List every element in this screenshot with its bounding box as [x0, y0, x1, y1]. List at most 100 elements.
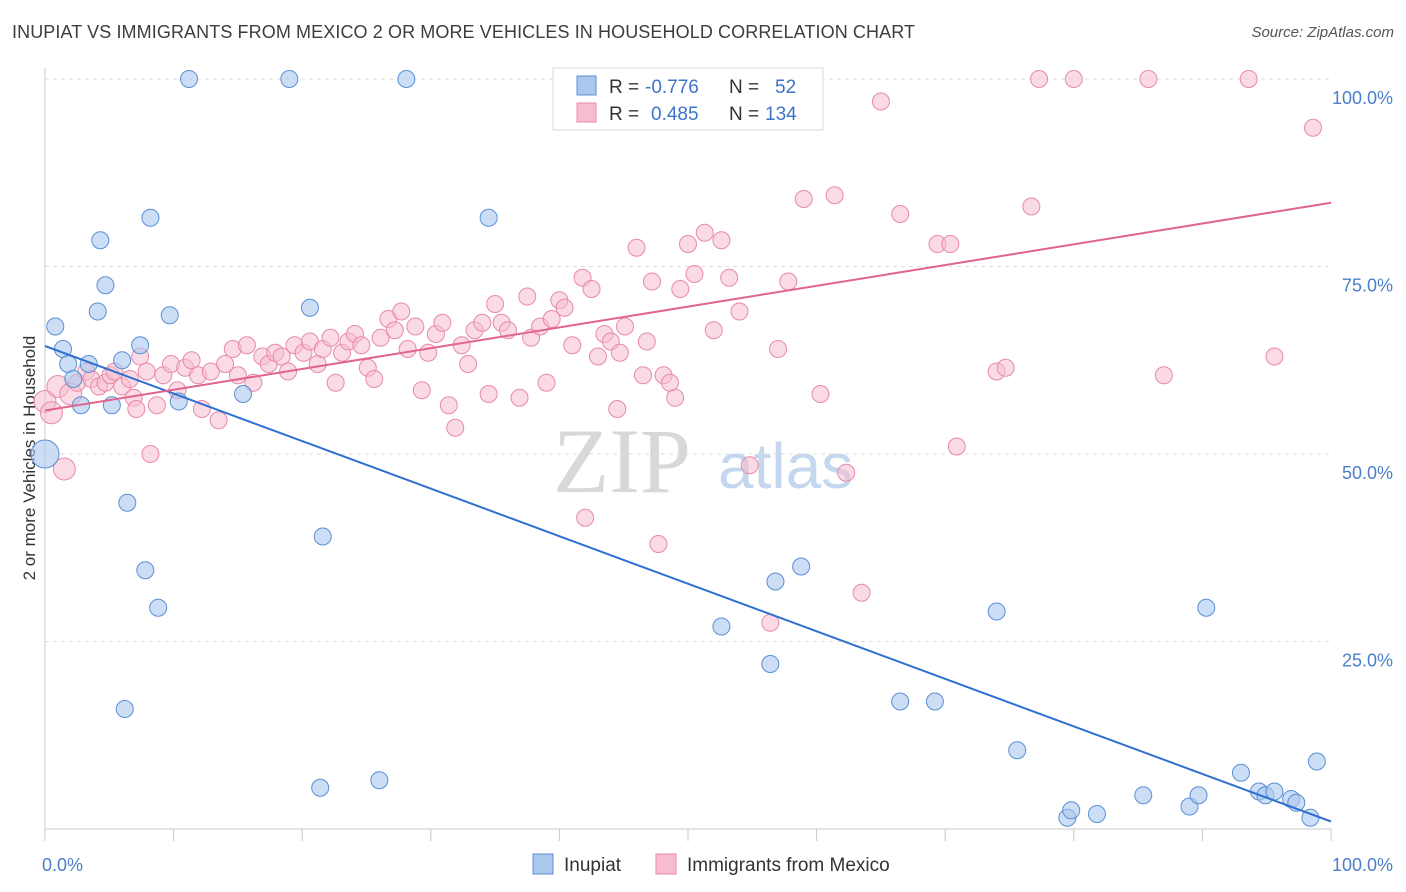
legend-box [552, 67, 824, 131]
mexico-point [479, 385, 498, 403]
mexico-point [201, 362, 220, 381]
mexico-point [947, 437, 966, 456]
mexico-point [1265, 347, 1284, 366]
series-legend-swatch-mexico [655, 853, 677, 875]
legend-n-label-2: N = [729, 104, 759, 125]
x-tick-labels: 0.0% 100.0% [42, 855, 1393, 875]
inupiat-point [234, 385, 253, 403]
mexico-point [537, 373, 556, 392]
mexico-point [542, 310, 561, 328]
legend-r-value-1: -0.776 [645, 77, 699, 98]
inupiat-point [64, 370, 83, 388]
inupiat-point [1062, 801, 1081, 820]
series-legend-swatch-inupiat [532, 853, 554, 875]
mexico-point [649, 535, 668, 553]
mexico-point [446, 418, 465, 437]
inupiat-point [397, 70, 416, 88]
series-inupiat-points [30, 70, 1326, 827]
mexico-point [637, 332, 656, 351]
inupiat-point [96, 276, 115, 295]
mexico-point [576, 508, 595, 527]
mexico-point [392, 302, 411, 321]
y-tick-labels: 25.0% 50.0% 75.0% 100.0% [1332, 88, 1393, 671]
series-legend-label-inupiat: Inupiat [564, 855, 622, 876]
mexico-point [891, 205, 910, 223]
mexico-point [127, 400, 146, 418]
mexico-point [406, 317, 425, 336]
inupiat-point [91, 231, 110, 250]
mexico-point [52, 457, 76, 481]
inupiat-point [1307, 752, 1326, 771]
mexico-point [141, 445, 160, 463]
watermark-atlas: atlas [718, 430, 853, 502]
inupiat-point [766, 572, 785, 591]
mexico-point [439, 396, 458, 415]
inupiat-point [280, 70, 299, 88]
correlation-legend: R = -0.776 N = 52 R = 0.485 N = 134 [552, 67, 824, 131]
mexico-point [610, 343, 629, 362]
inupiat-point [136, 561, 155, 580]
legend-n-value-1: 52 [775, 77, 796, 98]
mexico-point [1303, 118, 1322, 137]
inupiat-point [313, 527, 332, 546]
mexico-point [685, 265, 704, 283]
mexico-point [486, 295, 505, 313]
watermark-zip: ZIP [553, 410, 691, 512]
mexico-point [459, 355, 478, 373]
mexico-point [811, 385, 830, 403]
y-tick-label-0: 25.0% [1342, 651, 1393, 671]
mexico-point [695, 223, 714, 242]
mexico-trendline [44, 201, 1332, 412]
mexico-point [1064, 70, 1083, 88]
mexico-point [1154, 366, 1173, 385]
mexico-point [642, 272, 661, 291]
legend-r-label-1: R = [609, 77, 639, 98]
inupiat-point [118, 493, 137, 512]
mexico-point [740, 456, 759, 475]
mexico-point [182, 351, 201, 370]
mexico-point [1022, 197, 1041, 216]
inupiat-point [479, 208, 498, 227]
mexico-point [1139, 70, 1158, 88]
inupiat-point [180, 70, 199, 88]
mexico-point [308, 355, 327, 373]
mexico-point [452, 336, 471, 355]
legend-swatch-mexico [576, 102, 597, 123]
mexico-point [473, 313, 492, 332]
legend-r-label-2: R = [609, 104, 639, 125]
mexico-point [433, 313, 452, 332]
mexico-point [137, 362, 156, 381]
gridlines [45, 78, 1331, 642]
mexico-point [871, 92, 890, 111]
legend-n-value-2: 134 [765, 104, 797, 125]
series-mexico-points [33, 70, 1322, 632]
mexico-point [1239, 70, 1258, 88]
series-legend: Inupiat Immigrants from Mexico [532, 853, 890, 876]
mexico-point [321, 328, 340, 347]
mexico-point [730, 302, 749, 321]
inupiat-point [141, 208, 160, 227]
inupiat-trendline [44, 345, 1332, 823]
mexico-point [563, 336, 582, 355]
inupiat-point [59, 355, 78, 373]
mexico-point [704, 321, 723, 340]
inupiat-point [1087, 805, 1106, 823]
mexico-point [666, 388, 685, 407]
mexico-point [996, 358, 1015, 377]
inupiat-point [370, 771, 389, 790]
mexico-point [365, 370, 384, 388]
mexico-point [209, 411, 228, 430]
mexico-point [272, 347, 291, 366]
inupiat-point [88, 302, 107, 321]
inupiat-point [46, 317, 65, 336]
inupiat-point [1008, 741, 1027, 760]
mexico-point [941, 235, 960, 253]
inupiat-point [987, 602, 1006, 621]
inupiat-point [30, 439, 60, 469]
mexico-point [852, 583, 871, 602]
inupiat-point [1197, 598, 1216, 617]
mexico-point [237, 336, 256, 355]
legend-swatch-inupiat [576, 75, 597, 96]
mexico-point [712, 231, 731, 250]
mexico-point [679, 235, 697, 253]
